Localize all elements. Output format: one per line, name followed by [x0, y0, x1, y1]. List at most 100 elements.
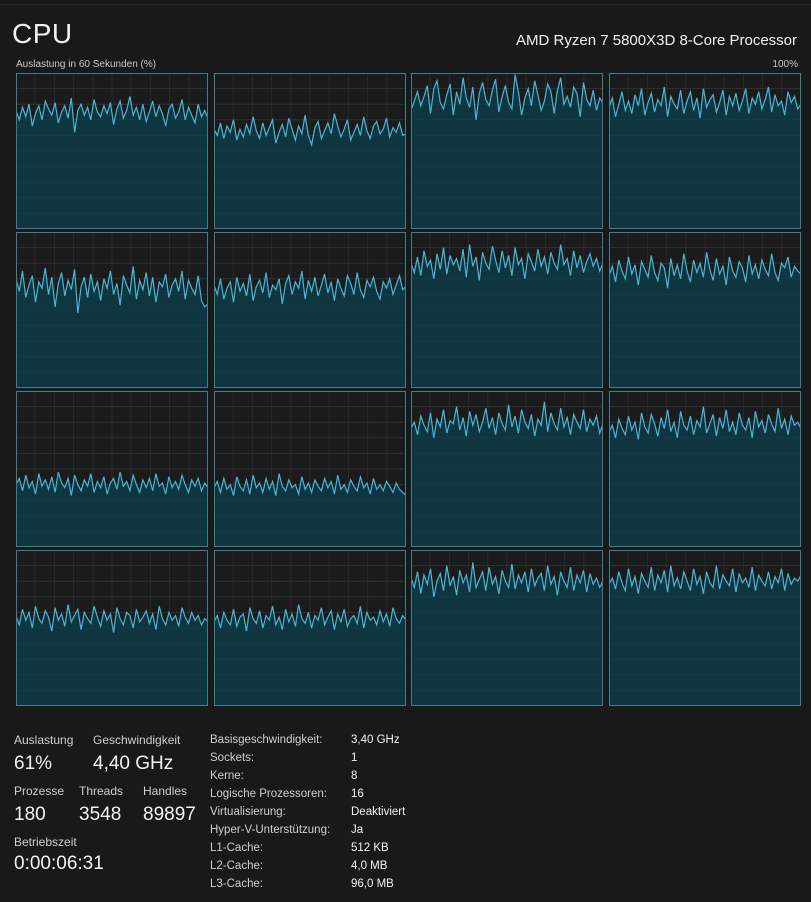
cpu-usage-chart — [16, 73, 208, 229]
chart-border — [213, 391, 406, 547]
logical-processor-graph[interactable] — [213, 550, 406, 706]
usage-area — [16, 96, 208, 229]
threads-label: Threads — [79, 784, 124, 798]
property-label: Basisgeschwindigkeit: — [210, 734, 323, 746]
handles-value: 89897 — [143, 804, 196, 825]
logical-processor-graph[interactable] — [411, 73, 604, 229]
cpu-usage-chart — [213, 232, 406, 388]
usage-area — [609, 252, 802, 388]
cpu-usage-chart — [16, 550, 208, 706]
usage-line — [213, 473, 406, 497]
property-label: Kerne: — [210, 770, 244, 782]
chart-border — [411, 550, 604, 706]
chart-border — [411, 232, 604, 388]
chart-border — [16, 73, 208, 229]
property-value: 4,0 MB — [351, 860, 388, 872]
cpu-usage-chart — [213, 73, 406, 229]
usage-line — [609, 565, 802, 594]
logical-processor-graph[interactable] — [16, 232, 208, 388]
usage-area — [213, 271, 406, 388]
usage-line — [609, 252, 802, 289]
usage-line — [213, 604, 406, 632]
utilization-label: Auslastung — [14, 733, 74, 747]
logical-processor-graph[interactable] — [213, 73, 406, 229]
logical-processor-graph[interactable] — [213, 391, 406, 547]
cpu-usage-chart — [411, 550, 604, 706]
property-label: L1-Cache: — [210, 842, 264, 854]
cpu-usage-chart — [16, 391, 208, 547]
usage-line — [411, 401, 604, 438]
logical-processor-graph[interactable] — [411, 232, 604, 388]
logical-processor-graph[interactable] — [16, 73, 208, 229]
graph-caption: Auslastung in 60 Sekunden (%) — [16, 59, 157, 70]
top-divider — [0, 4, 811, 5]
usage-area — [16, 266, 208, 388]
speed-value: 4,40 GHz — [93, 753, 174, 774]
property-value: 1 — [351, 752, 358, 764]
cpu-usage-chart — [411, 232, 604, 388]
usage-area — [213, 113, 406, 229]
property-label: Sockets: — [210, 752, 255, 764]
usage-area — [16, 604, 208, 706]
usage-area — [609, 565, 802, 706]
chart-border — [609, 232, 802, 388]
usage-line — [16, 604, 208, 633]
cpu-usage-chart — [609, 391, 802, 547]
handles-label: Handles — [143, 784, 188, 798]
usage-line — [411, 562, 604, 597]
logical-processor-graph[interactable] — [16, 550, 208, 706]
property-value: 512 KB — [351, 842, 389, 854]
chart-border — [16, 550, 208, 706]
page-title: CPU — [12, 18, 73, 49]
usage-area — [213, 473, 406, 547]
usage-line — [411, 74, 604, 120]
cpu-usage-chart — [609, 232, 802, 388]
logical-processor-graph[interactable] — [609, 550, 802, 706]
property-label: L2-Cache: — [210, 860, 264, 872]
property-value: 3,40 GHz — [351, 734, 400, 746]
usage-line — [213, 113, 406, 148]
chart-border — [411, 73, 604, 229]
property-value: Deaktiviert — [351, 806, 406, 818]
logical-processor-graph[interactable] — [411, 391, 604, 547]
logical-processor-graph[interactable] — [609, 73, 802, 229]
usage-line — [411, 244, 604, 281]
chart-border — [609, 550, 802, 706]
usage-line — [609, 406, 802, 440]
logical-processor-graph[interactable] — [16, 391, 208, 547]
cpu-usage-chart — [213, 391, 406, 547]
chart-border — [16, 232, 208, 388]
usage-area — [411, 401, 604, 547]
graph-max-label: 100% — [772, 59, 798, 70]
chart-border — [609, 73, 802, 229]
cpu-usage-chart — [411, 73, 604, 229]
utilization-value: 61% — [14, 753, 53, 774]
usage-area — [411, 562, 604, 706]
logical-processor-graph[interactable] — [213, 232, 406, 388]
usage-area — [609, 87, 802, 229]
property-label: Hyper-V-Unterstützung: — [210, 824, 331, 836]
logical-processor-graphs[interactable] — [16, 73, 802, 707]
property-label: L3-Cache: — [210, 878, 264, 890]
usage-area — [609, 406, 802, 547]
logical-processor-graph[interactable] — [609, 232, 802, 388]
usage-line — [213, 270, 406, 304]
cpu-usage-chart — [609, 73, 802, 229]
chart-border — [213, 73, 406, 229]
cpu-usage-chart — [16, 232, 208, 388]
threads-value: 3548 — [79, 804, 122, 825]
chart-border — [609, 391, 802, 547]
logical-processor-graph[interactable] — [609, 391, 802, 547]
usage-area — [411, 244, 604, 388]
chart-border — [213, 550, 406, 706]
usage-area — [16, 472, 208, 547]
speed-label: Geschwindigkeit — [93, 733, 181, 747]
chart-border — [213, 232, 406, 388]
usage-area — [411, 74, 604, 229]
uptime-label: Betriebszeit — [14, 835, 77, 849]
logical-processor-graph[interactable] — [411, 550, 604, 706]
usage-line — [609, 86, 802, 119]
usage-area — [213, 604, 406, 706]
processes-label: Prozesse — [14, 784, 65, 798]
usage-line — [16, 471, 208, 496]
